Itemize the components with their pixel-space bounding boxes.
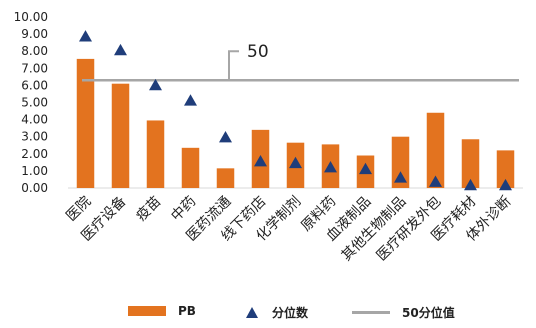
y-tick-label: 2.00 <box>21 147 48 161</box>
bar-pb <box>461 139 480 188</box>
legend-item-percentile: 分位数 <box>232 304 308 321</box>
y-tick-label: 10.00 <box>14 10 48 24</box>
marker-percentile <box>429 175 442 187</box>
bar-pb <box>426 112 445 188</box>
y-tick-label: 9.00 <box>21 27 48 41</box>
bar-pb <box>496 150 515 188</box>
y-tick-label: 3.00 <box>21 130 48 144</box>
marker-percentile <box>289 156 302 169</box>
marker-percentile <box>394 171 407 183</box>
marker-percentile <box>499 178 512 191</box>
chart-plot: 10.00 9.00 8.00 7.00 6.00 5.00 4.00 3.00 2.00 1.0… <box>14 10 523 264</box>
bar-pb <box>111 83 130 188</box>
bar-pb <box>76 58 95 188</box>
bar-pb <box>391 136 410 188</box>
bar-pb <box>146 120 165 188</box>
legend-swatch-bar <box>128 306 166 316</box>
bar-pb <box>216 168 235 188</box>
legend-item-pb: PB <box>128 304 196 318</box>
marker-percentile <box>79 30 92 42</box>
marker-percentile <box>114 43 127 56</box>
annotation-leader <box>228 50 239 81</box>
annotation-label: 50 <box>247 42 269 62</box>
marker-percentile <box>219 131 232 143</box>
y-tick-label: 1.00 <box>21 164 48 178</box>
legend-label-median-line: 50分位值 <box>402 306 455 320</box>
marker-percentile <box>149 78 162 91</box>
legend-swatch-triangle <box>246 307 258 318</box>
marker-percentile <box>254 154 267 167</box>
x-tick-label: 中药 <box>168 194 199 225</box>
y-tick-label: 0.00 <box>21 181 48 195</box>
y-tick-label: 5.00 <box>21 96 48 110</box>
x-tick-label: 疫苗 <box>133 194 164 225</box>
legend: PB 分位数 50分位值 <box>0 300 536 328</box>
marker-percentile <box>324 160 337 173</box>
y-tick-label: 7.00 <box>21 61 48 75</box>
legend-item-median-line: 50分位值 <box>352 304 455 321</box>
marker-percentile <box>464 178 477 191</box>
y-tick-label: 8.00 <box>21 44 48 58</box>
marker-percentile <box>184 94 197 106</box>
legend-label-pb: PB <box>178 304 196 318</box>
legend-label-percentile: 分位数 <box>272 306 309 320</box>
bar-pb <box>181 147 200 188</box>
marker-percentile <box>359 162 372 175</box>
legend-swatch-line <box>352 311 390 314</box>
y-tick-label: 4.00 <box>21 113 48 127</box>
y-tick-label: 6.00 <box>21 78 48 92</box>
x-tick-label: 医院 <box>63 194 94 225</box>
